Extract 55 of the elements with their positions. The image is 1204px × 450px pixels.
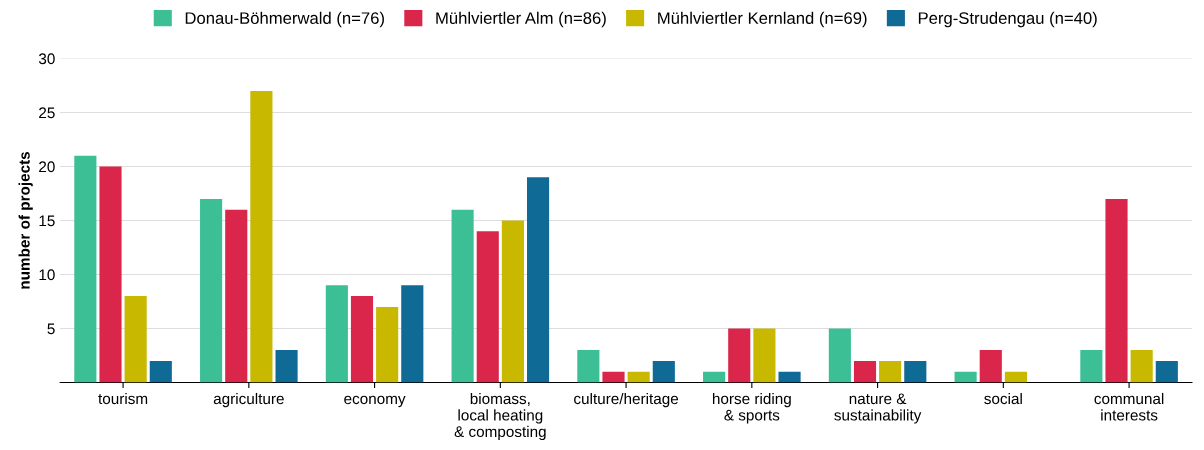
bar xyxy=(728,328,751,383)
bar xyxy=(325,285,348,383)
y-tick-label: 30 xyxy=(38,53,55,65)
bar xyxy=(501,220,524,383)
x-tick-label: culture/heritage xyxy=(574,392,679,408)
bar xyxy=(526,177,550,383)
bar xyxy=(451,209,474,383)
y-tick-label: 10 xyxy=(39,269,55,281)
x-tick-label: horse riding & sports xyxy=(712,392,791,424)
bar xyxy=(1080,350,1103,383)
y-tick-label: 25 xyxy=(39,107,55,119)
bar xyxy=(602,371,625,383)
x-tick-label: tourism xyxy=(98,392,148,405)
bar xyxy=(753,328,776,383)
legend-label: Mühlviertler Kernland (n=69) xyxy=(658,11,867,28)
x-tick-label: agriculture xyxy=(213,392,284,408)
y-tick-label: 20 xyxy=(39,161,55,173)
bar xyxy=(853,360,877,383)
bar xyxy=(250,90,273,383)
bar xyxy=(200,198,223,383)
x-tick-label: communal interests xyxy=(1094,392,1164,421)
bar xyxy=(627,371,650,383)
x-tick-label: social xyxy=(984,392,1022,405)
x-tick-label: biomass, local heating & composting xyxy=(454,392,546,441)
y-tick-label: 15 xyxy=(39,215,55,227)
x-tick-label: economy xyxy=(344,395,406,408)
bar xyxy=(904,360,927,383)
bar xyxy=(879,360,902,383)
bar xyxy=(476,231,499,383)
legend-label: Donau-Böhmerwald (n=76) xyxy=(185,11,384,28)
bar xyxy=(376,306,399,383)
x-tick-label: nature & sustainability xyxy=(834,393,922,424)
bar xyxy=(350,296,374,383)
bar xyxy=(401,285,424,383)
y-tick-label: 5 xyxy=(47,323,55,335)
legend-label: Mühlviertler Alm (n=86) xyxy=(436,11,606,28)
legend-label: Perg-Strudengau (n=40) xyxy=(918,11,1097,28)
bar xyxy=(1130,350,1153,383)
bar xyxy=(124,296,147,383)
bar xyxy=(577,350,600,383)
bar xyxy=(979,350,1002,383)
bar xyxy=(1105,198,1128,383)
bar xyxy=(99,166,122,383)
bar xyxy=(225,209,248,383)
bar xyxy=(149,360,172,383)
bar xyxy=(954,371,977,383)
bar xyxy=(778,371,801,383)
bar xyxy=(74,155,97,383)
bar xyxy=(1155,360,1178,383)
y-axis-title: number of projects xyxy=(18,151,33,289)
bar xyxy=(1004,371,1027,383)
bar xyxy=(703,371,726,383)
bar xyxy=(828,328,851,383)
bar xyxy=(275,350,298,383)
bar xyxy=(652,360,675,383)
